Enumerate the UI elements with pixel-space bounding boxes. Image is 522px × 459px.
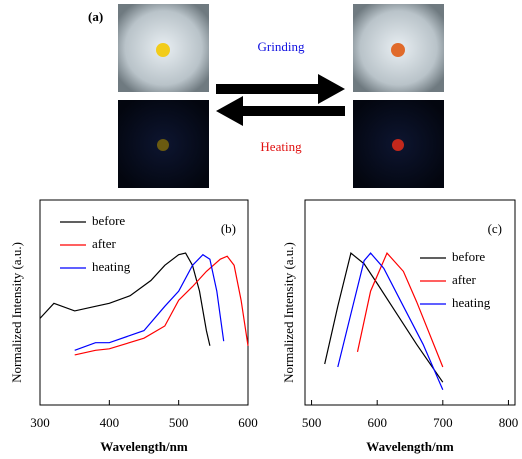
data-line	[324, 252, 444, 383]
x-tick-label: 400	[100, 415, 120, 430]
x-tick-label: 800	[499, 415, 519, 430]
data-line	[74, 253, 225, 351]
x-axis-label: Wavelength/nm	[366, 439, 454, 454]
panel-label: (a)	[88, 9, 103, 24]
x-tick-label: 500	[302, 415, 322, 430]
x-tick-label: 600	[238, 415, 258, 430]
process-label: Heating	[260, 139, 302, 154]
data-line	[356, 252, 444, 368]
x-tick-label: 500	[169, 415, 189, 430]
legend-label: after	[92, 236, 116, 251]
data-line	[39, 252, 211, 346]
arrow	[216, 74, 345, 104]
data-line	[337, 252, 444, 391]
legend-label: before	[92, 213, 125, 228]
panel-label: (b)	[221, 221, 236, 236]
x-tick-label: 300	[30, 415, 50, 430]
legend-label: heating	[452, 295, 491, 310]
powder	[156, 43, 170, 57]
arrow	[216, 96, 345, 126]
x-axis-label: Wavelength/nm	[100, 439, 188, 454]
plot-frame	[39, 199, 249, 406]
process-label: Grinding	[258, 39, 305, 54]
legend-label: before	[452, 249, 485, 264]
glow	[157, 139, 169, 151]
powder	[391, 43, 405, 57]
plot-frame	[304, 199, 516, 406]
glow	[392, 139, 404, 151]
panel-label: (c)	[488, 221, 502, 236]
data-line	[74, 255, 249, 356]
x-tick-label: 600	[367, 415, 387, 430]
legend-label: heating	[92, 259, 131, 274]
y-axis-label: Normalized Intensity (a.u.)	[9, 242, 24, 383]
legend-label: after	[452, 272, 476, 287]
y-axis-label: Normalized Intensity (a.u.)	[281, 242, 296, 383]
x-tick-label: 700	[433, 415, 453, 430]
